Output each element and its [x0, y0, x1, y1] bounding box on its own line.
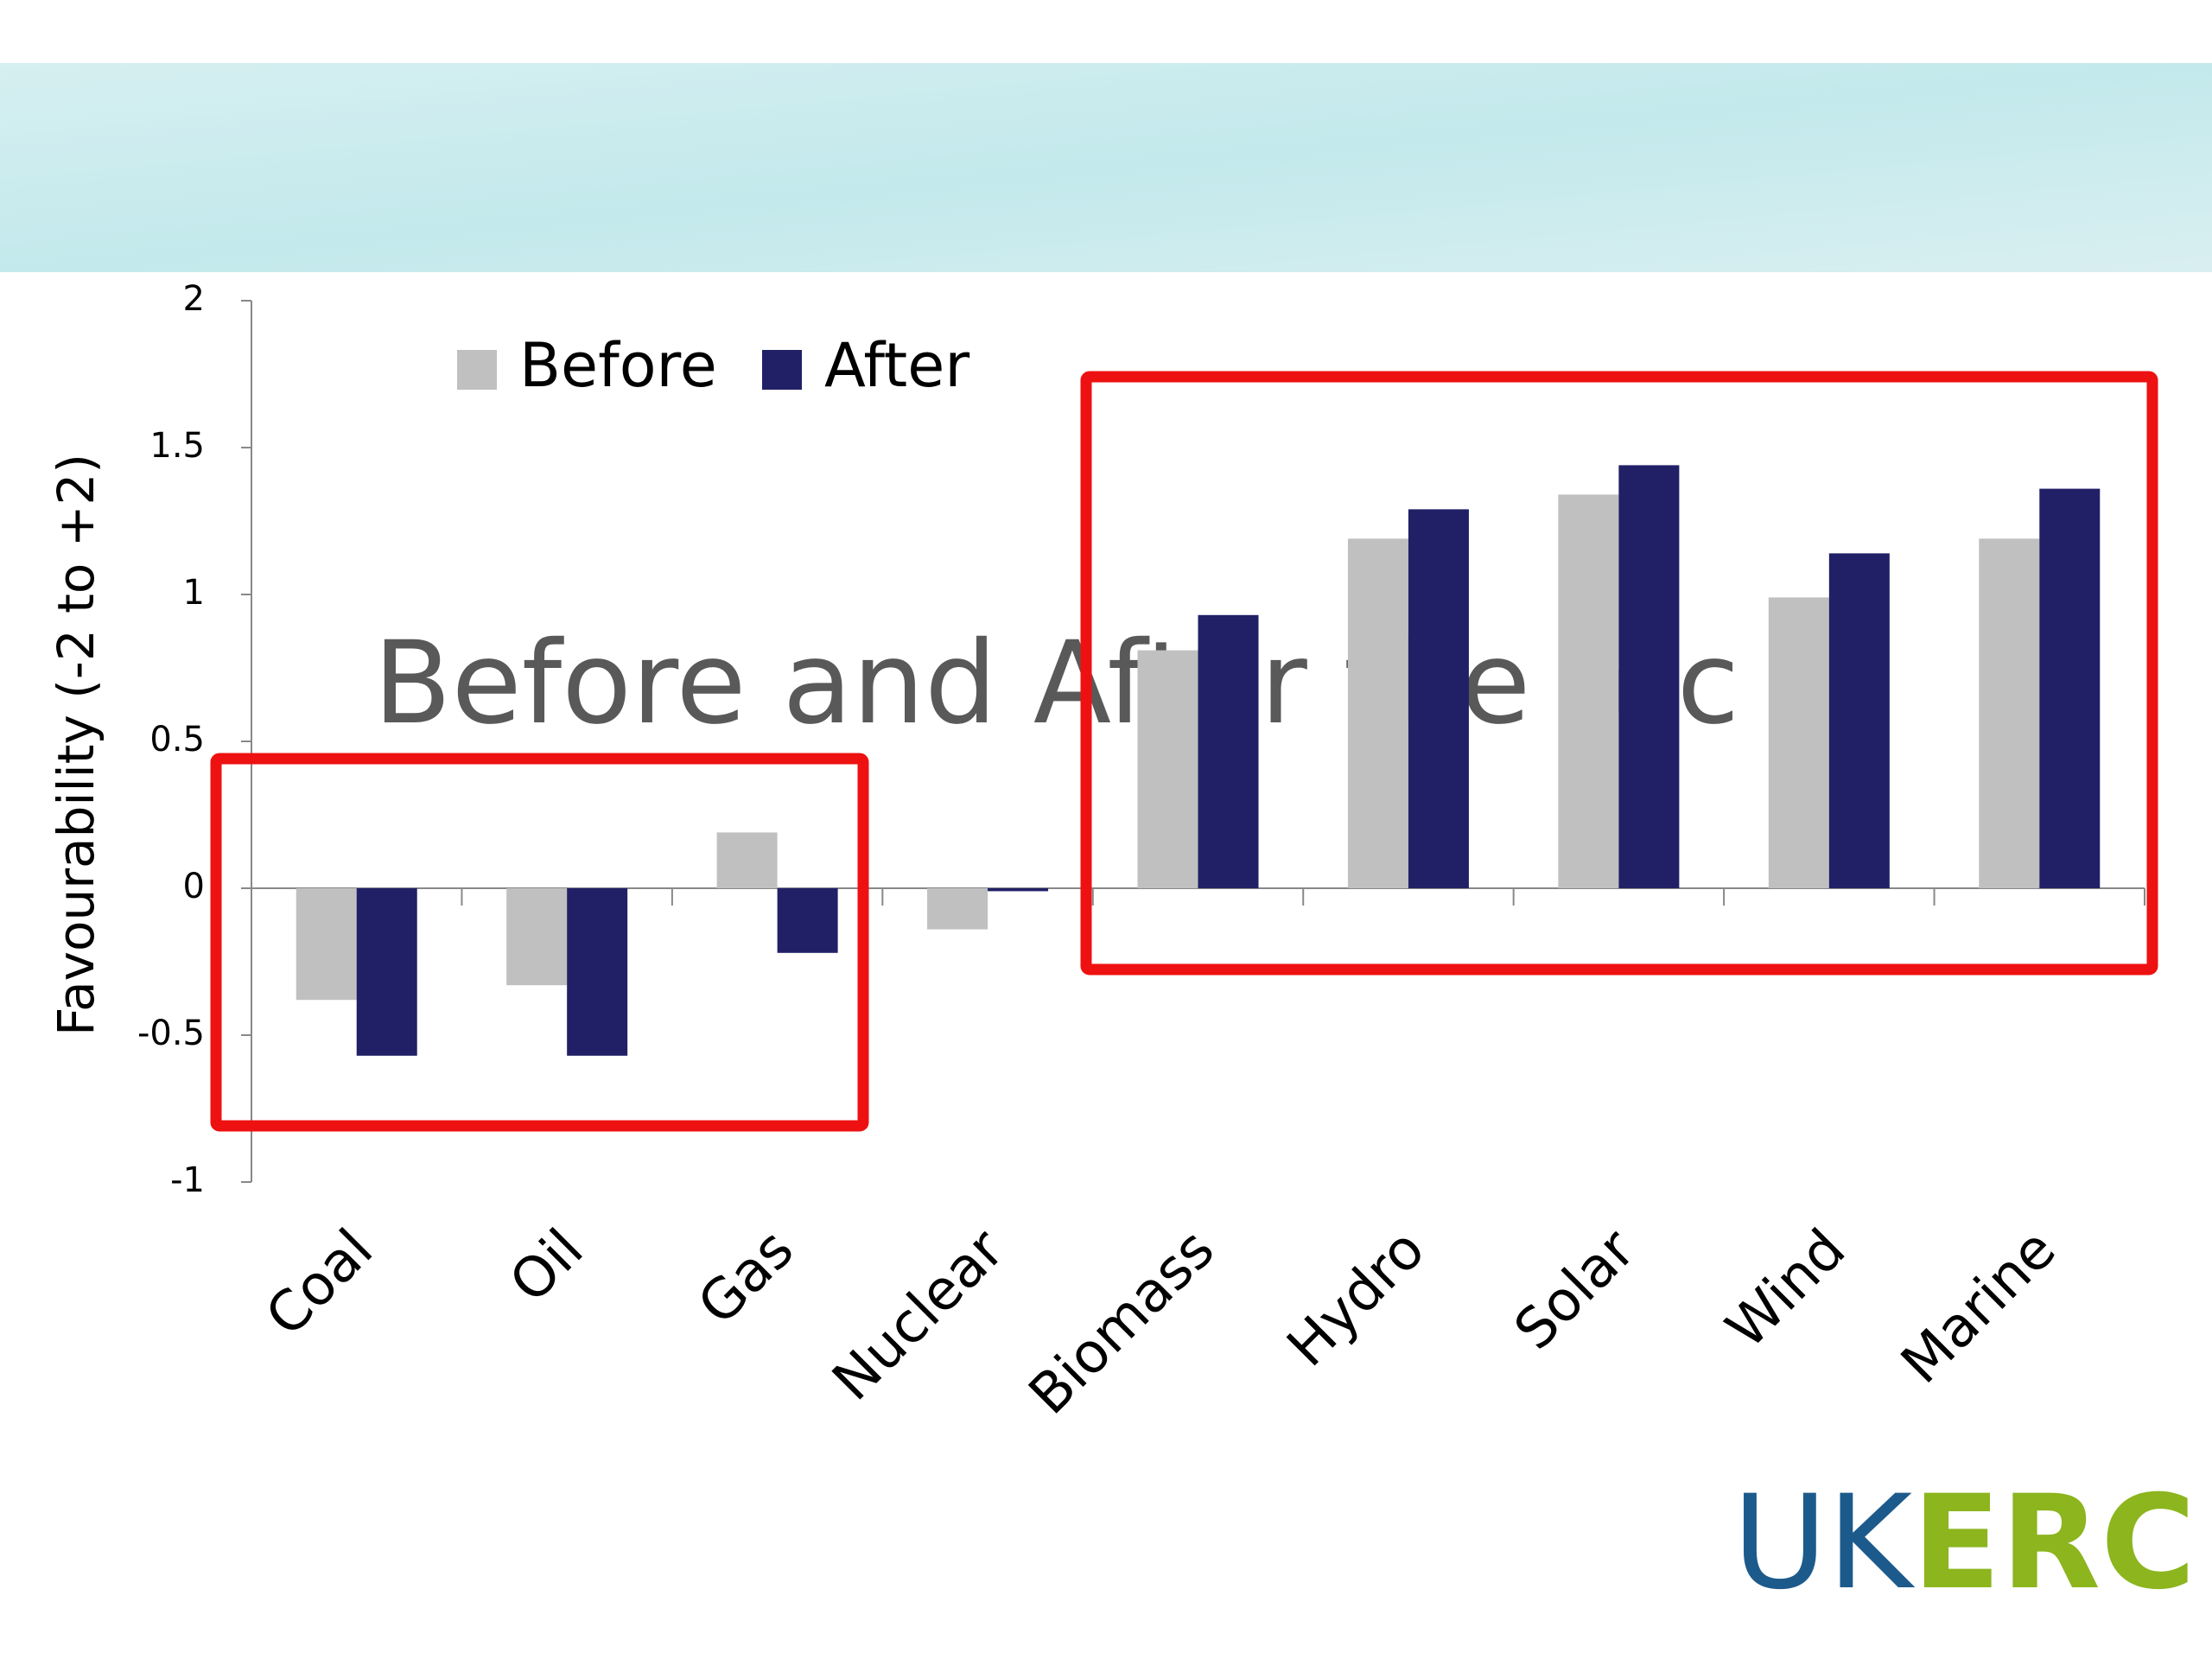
x-tick-label: Oil: [498, 1217, 595, 1315]
bar: [567, 888, 628, 1056]
bar: [1618, 465, 1680, 888]
x-tick-label: Gas: [686, 1217, 806, 1338]
x-tick-label: Wind: [1714, 1217, 1858, 1361]
x-tick-label: Marine: [1890, 1217, 2069, 1396]
bar: [1198, 614, 1259, 888]
x-tick-label: Nuclear: [821, 1217, 1017, 1414]
bar: [1768, 597, 1829, 888]
bar: [2039, 488, 2101, 888]
bar: [296, 888, 357, 1001]
legend-swatch: [457, 350, 497, 390]
x-tick-label: Biomass: [1017, 1217, 1227, 1427]
highlight-box: [1080, 371, 2158, 976]
header-band: [0, 63, 2212, 272]
legend-label: Before: [519, 330, 717, 401]
logo-left: UK: [1732, 1468, 1916, 1618]
bar: [1558, 494, 1619, 888]
highlight-box: [210, 753, 869, 1132]
x-tick-label: Solar: [1503, 1217, 1648, 1363]
chart: Before and After the foc -1 -0.5 0 0.5 1 1.5 2 F…: [47, 279, 2145, 1427]
bar: [1979, 538, 2040, 888]
y-tick-label: -0.5: [137, 1014, 205, 1053]
bar: [716, 832, 778, 888]
bar: [927, 888, 988, 930]
bar: [1408, 509, 1469, 888]
x-tick-label: Hydro: [1275, 1217, 1437, 1379]
bar: [1137, 650, 1198, 888]
bar: [988, 888, 1049, 892]
legend-swatch: [762, 350, 802, 390]
logo-right: ERC: [1912, 1468, 2196, 1618]
bar: [506, 888, 568, 986]
y-tick-label: 0: [183, 867, 205, 906]
y-tick-label: -1: [170, 1160, 205, 1200]
y-tick-label: 0.5: [149, 720, 205, 760]
y-axis-title: Favourability (-2 to +2): [47, 454, 105, 1036]
bar: [356, 888, 417, 1056]
logo: UKERC: [1732, 1468, 2196, 1618]
bar: [1828, 553, 1890, 888]
y-tick-label: 1.5: [149, 426, 205, 466]
bar: [1347, 538, 1408, 888]
x-tick-label: Coal: [254, 1217, 385, 1349]
y-tick-label: 2: [183, 279, 205, 319]
chart-title: Before and After the foc: [373, 617, 1739, 750]
legend-label: After: [824, 330, 969, 401]
bar: [777, 888, 838, 953]
y-tick-label: 1: [183, 573, 205, 613]
